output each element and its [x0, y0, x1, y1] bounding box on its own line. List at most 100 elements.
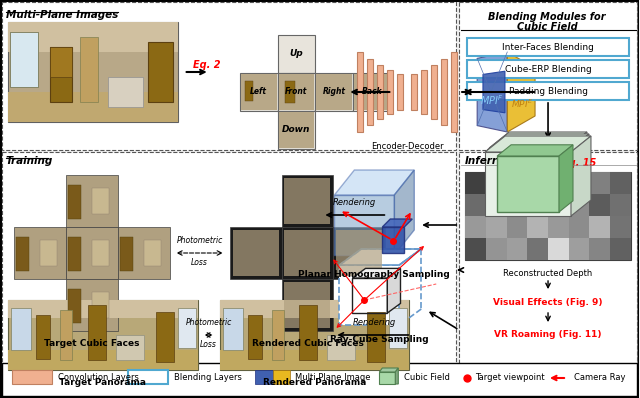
Bar [220, 350, 409, 370]
Bar [459, 152, 637, 380]
Polygon shape [353, 268, 401, 278]
Bar [487, 150, 569, 218]
Bar [232, 230, 278, 276]
Text: $MPI^F$: $MPI^F$ [480, 93, 504, 107]
Bar [50, 47, 72, 77]
Text: Rendered Cubic Faces: Rendered Cubic Faces [252, 339, 364, 348]
Bar [285, 81, 296, 103]
Text: Target Cubic Faces: Target Cubic Faces [44, 339, 140, 348]
Polygon shape [567, 132, 587, 220]
Bar [8, 300, 198, 370]
Bar [92, 292, 109, 318]
Bar [507, 194, 527, 216]
Polygon shape [497, 145, 573, 156]
Bar [527, 216, 548, 238]
Polygon shape [559, 145, 573, 212]
Text: Reconstructed Depth: Reconstructed Depth [504, 269, 593, 278]
Bar [50, 47, 72, 102]
Bar [108, 77, 143, 107]
Bar [459, 2, 637, 150]
Bar [282, 227, 333, 279]
Bar [10, 32, 38, 87]
Bar [333, 227, 385, 279]
Bar [244, 81, 253, 101]
Bar [128, 370, 168, 384]
Text: Down: Down [282, 125, 310, 135]
Bar [116, 335, 144, 360]
Text: Eq. 2: Eq. 2 [193, 60, 220, 70]
Text: Eq. 15: Eq. 15 [562, 158, 596, 168]
Bar [507, 172, 527, 194]
Bar [465, 172, 631, 260]
Bar [92, 188, 109, 214]
Text: Up: Up [290, 49, 303, 59]
Bar [367, 312, 385, 362]
Text: Cubic Field: Cubic Field [516, 22, 577, 32]
Bar [36, 315, 50, 359]
Polygon shape [483, 71, 505, 113]
Bar [16, 237, 29, 271]
Bar [486, 238, 507, 260]
Bar [10, 32, 38, 87]
Bar [223, 308, 243, 350]
Polygon shape [487, 134, 589, 150]
Bar [465, 172, 486, 194]
Bar [339, 265, 399, 325]
Bar [68, 237, 81, 271]
Bar [241, 74, 276, 110]
Bar [389, 308, 407, 348]
Polygon shape [382, 219, 412, 227]
Bar [66, 227, 118, 279]
Bar [589, 216, 610, 238]
Bar [278, 111, 316, 149]
Text: Right: Right [323, 88, 346, 96]
Text: Rendering: Rendering [333, 198, 376, 207]
Text: Cube-ERP Blending: Cube-ERP Blending [505, 64, 591, 74]
Bar [285, 282, 330, 328]
Text: $MPI^E$: $MPI^E$ [511, 98, 534, 110]
Text: Rendering: Rendering [353, 318, 396, 327]
Bar [485, 152, 571, 216]
Polygon shape [571, 136, 591, 216]
Bar [278, 35, 316, 73]
Text: Training: Training [6, 156, 53, 166]
Bar [467, 60, 629, 78]
Bar [431, 65, 437, 119]
Bar [589, 194, 610, 216]
Bar [12, 370, 52, 384]
Text: Target viewpoint: Target viewpoint [475, 373, 545, 382]
Polygon shape [485, 136, 591, 152]
Bar [40, 240, 57, 266]
Text: Ray-Cube Sampling: Ray-Cube Sampling [330, 335, 429, 344]
Bar [380, 372, 396, 384]
Text: Loss: Loss [200, 340, 217, 349]
Text: Target Panorama: Target Panorama [60, 378, 147, 387]
Text: Inferring: Inferring [465, 156, 516, 166]
Bar [353, 73, 391, 111]
Bar [120, 237, 132, 271]
Bar [569, 194, 589, 216]
Bar [92, 240, 109, 266]
Bar [527, 238, 548, 260]
Bar [497, 156, 559, 212]
Text: Planar Homography Sampling: Planar Homography Sampling [298, 270, 450, 279]
Bar [489, 148, 567, 220]
Polygon shape [382, 227, 404, 253]
Bar [357, 52, 364, 132]
Polygon shape [396, 368, 398, 384]
Polygon shape [380, 368, 398, 372]
Bar [2, 2, 456, 150]
Text: Rendered Panorama: Rendered Panorama [263, 378, 366, 387]
Bar [355, 74, 390, 110]
Bar [465, 216, 486, 238]
Text: Camera Ray: Camera Ray [574, 373, 625, 382]
Bar [465, 194, 486, 216]
Bar [328, 335, 355, 360]
Bar [412, 74, 417, 110]
Bar [610, 216, 631, 238]
Bar [316, 73, 353, 111]
Bar [527, 172, 548, 194]
Bar [486, 172, 507, 194]
Text: Left: Left [250, 88, 267, 96]
Bar [144, 240, 161, 266]
